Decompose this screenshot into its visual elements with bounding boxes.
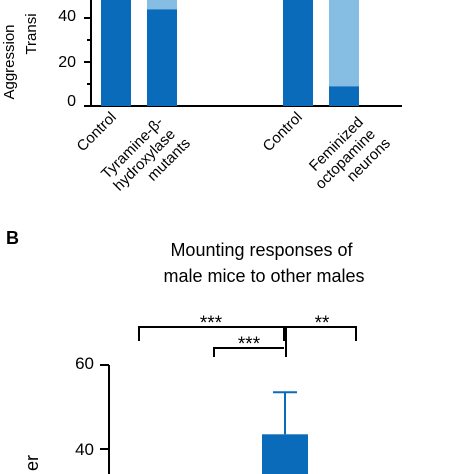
panel-b-ytick-label-40: 40 — [75, 440, 94, 459]
stacked-bar-3-segment-1 — [329, 0, 359, 87]
stacked-bar-0-segment-0 — [101, 0, 131, 106]
stacked-bar-1-segment-1 — [147, 0, 177, 10]
panel-b-title-line-1: Mounting responses of — [170, 240, 353, 260]
significance-label-3: ** — [315, 313, 330, 334]
panel-a-ytick-label-20: 20 — [58, 54, 76, 71]
category-label-control-2: Control — [260, 109, 306, 155]
panel-a-bars — [101, 0, 359, 107]
panel-a-ylabel-2: Transi — [23, 13, 40, 54]
significance-brackets: *** *** ** — [138, 313, 357, 357]
stacked-bar-3-segment-0 — [329, 86, 359, 106]
panel-b-axes — [100, 364, 110, 474]
panel-a: Aggression Transi 0 20 40 Control Tyrami… — [1, 0, 402, 205]
significance-label-2: *** — [238, 334, 261, 355]
category-label-feminized: Feminized octopamine neurons — [300, 111, 394, 205]
panel-b-ytick-label-60: 60 — [75, 354, 94, 373]
significance-bracket-2 — [213, 347, 284, 357]
panel-b-label: B — [6, 228, 19, 248]
significance-label-1: *** — [200, 313, 223, 334]
stacked-bar-2-segment-0 — [283, 0, 313, 106]
panel-b-bars — [262, 391, 308, 474]
panel-a-ylabel-1: Aggression — [1, 24, 18, 99]
mounting-bar — [262, 434, 308, 474]
panel-b-title-line-2: male mice to other males — [163, 266, 364, 286]
stacked-bar-1-segment-0 — [147, 9, 177, 107]
panel-b-ylabel: er — [22, 455, 42, 471]
panel-a-ytick-labels: 0 20 40 — [58, 8, 76, 110]
panel-a-category-labels: Control Tyramine-β- hydroxylase mutants … — [74, 109, 394, 205]
panel-a-ytick-label-0: 0 — [67, 93, 76, 110]
significance-bracket-1 — [138, 326, 285, 341]
category-label-control-1: Control — [74, 109, 120, 155]
significance-bracket-3 — [285, 326, 357, 357]
panel-b: B Mounting responses of male mice to oth… — [6, 228, 365, 474]
panel-b-title: Mounting responses of male mice to other… — [163, 240, 364, 286]
panel-a-ytick-label-40: 40 — [58, 8, 76, 25]
